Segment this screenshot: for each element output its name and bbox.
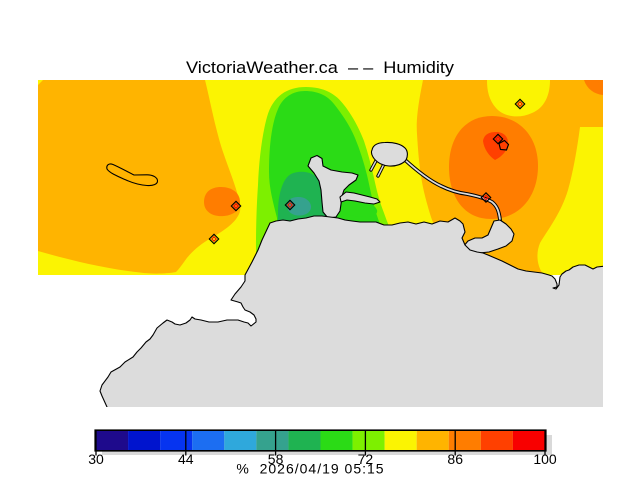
svg-text:VictoriaWeather.ca – – Humid: VictoriaWeather.ca – – Humidity (186, 58, 455, 77)
svg-text:58: 58 (268, 451, 284, 467)
svg-text:100: 100 (533, 451, 557, 467)
svg-text:% 2026/04/19 05:15: % 2026/04/19 05:15 (236, 461, 384, 477)
svg-text:44: 44 (178, 451, 194, 467)
svg-text:72: 72 (358, 451, 374, 467)
svg-text:30: 30 (88, 451, 104, 467)
svg-text:86: 86 (447, 451, 463, 467)
